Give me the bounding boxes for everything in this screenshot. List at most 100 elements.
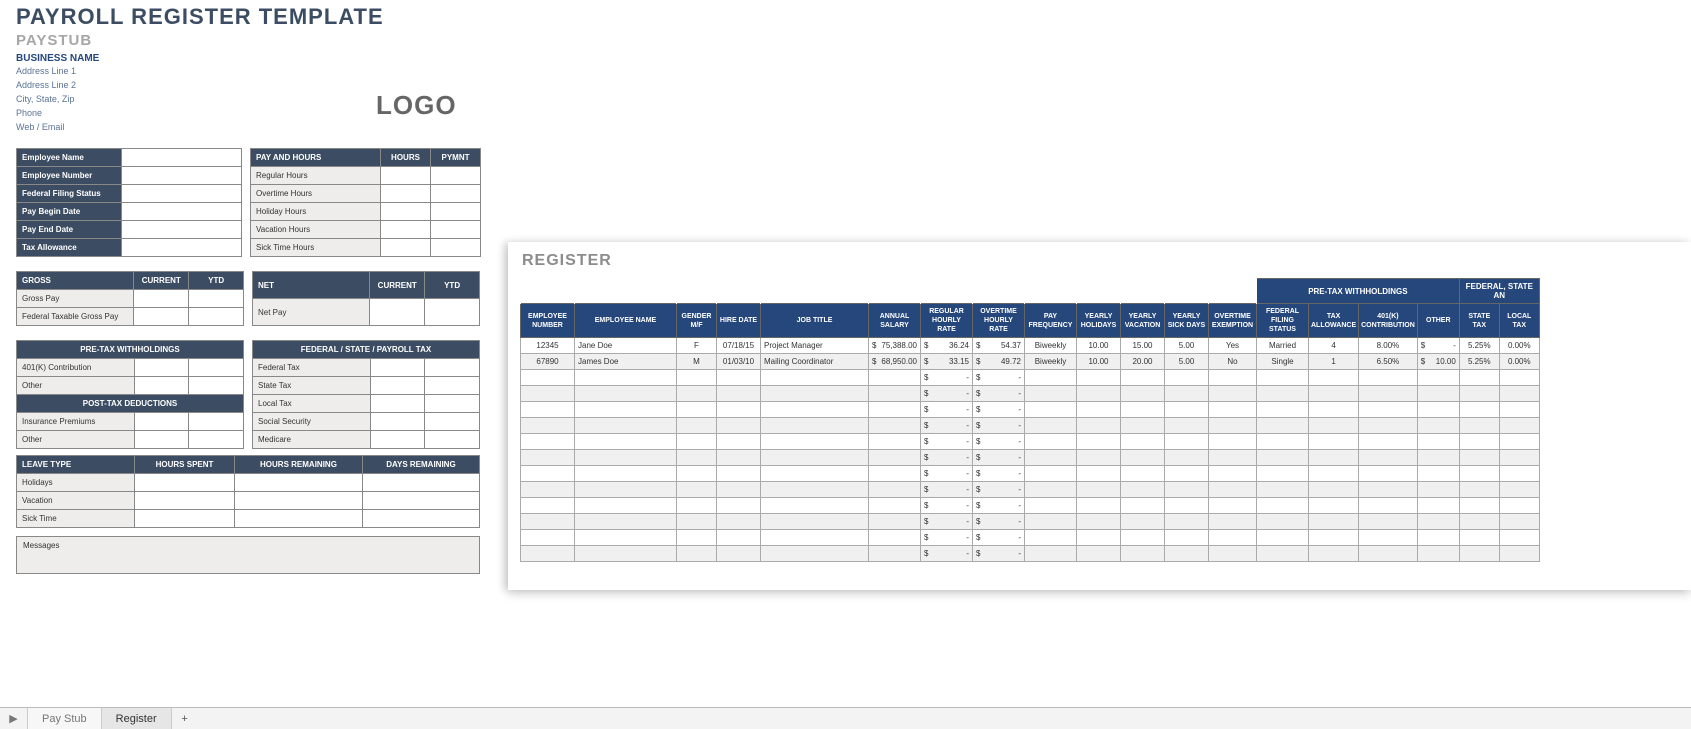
- cell[interactable]: [362, 510, 479, 528]
- info-value[interactable]: [122, 167, 242, 185]
- cell[interactable]: [189, 359, 244, 377]
- pretax-header: PRE-TAX WITHHOLDINGS: [17, 341, 244, 359]
- pay-hours-header: PYMNT: [431, 149, 481, 167]
- register-col-header: YEARLY HOLIDAYS: [1077, 304, 1121, 338]
- register-row[interactable]: $-$-: [521, 514, 1540, 530]
- leave-row: Holidays: [17, 474, 135, 492]
- tab-paystub[interactable]: Pay Stub: [28, 708, 102, 729]
- cell[interactable]: [381, 167, 431, 185]
- net-table: NET CURRENT YTD Net Pay: [252, 271, 480, 326]
- cell[interactable]: [189, 377, 244, 395]
- info-value[interactable]: [122, 185, 242, 203]
- gross-row: Gross Pay: [17, 290, 134, 308]
- cell[interactable]: [189, 290, 244, 308]
- register-col-header: YEARLY SICK DAYS: [1165, 304, 1209, 338]
- cell[interactable]: [381, 221, 431, 239]
- cell[interactable]: [362, 492, 479, 510]
- fedtax-row: State Tax: [253, 377, 371, 395]
- cell[interactable]: [189, 413, 244, 431]
- cell[interactable]: [370, 299, 425, 326]
- cell[interactable]: [381, 203, 431, 221]
- cell[interactable]: [370, 377, 425, 395]
- sheet-tabs: ▶ Pay Stub Register +: [0, 707, 1691, 729]
- net-header: NET: [253, 272, 370, 299]
- info-value[interactable]: [122, 221, 242, 239]
- cell[interactable]: [135, 474, 235, 492]
- gross-row: Federal Taxable Gross Pay: [17, 308, 134, 326]
- info-value[interactable]: [122, 239, 242, 257]
- fedtax-row: Medicare: [253, 431, 371, 449]
- info-value[interactable]: [122, 203, 242, 221]
- cell[interactable]: [431, 167, 481, 185]
- cell[interactable]: [134, 377, 189, 395]
- register-col-header: OTHER: [1417, 304, 1459, 338]
- register-row[interactable]: $-$-: [521, 546, 1540, 562]
- cell[interactable]: [235, 510, 363, 528]
- cell[interactable]: [135, 510, 235, 528]
- add-sheet-button[interactable]: +: [172, 708, 198, 729]
- cell[interactable]: [381, 185, 431, 203]
- cell[interactable]: [431, 239, 481, 257]
- pay-hours-row: Overtime Hours: [251, 185, 381, 203]
- pay-hours-row: Vacation Hours: [251, 221, 381, 239]
- pretax-table: PRE-TAX WITHHOLDINGS 401(K) Contribution…: [16, 340, 244, 449]
- cell[interactable]: [381, 239, 431, 257]
- pay-hours-row: Holiday Hours: [251, 203, 381, 221]
- register-row[interactable]: $-$-: [521, 466, 1540, 482]
- fedtax-table: FEDERAL / STATE / PAYROLL TAX Federal Ta…: [252, 340, 480, 449]
- register-row[interactable]: $-$-: [521, 402, 1540, 418]
- cell[interactable]: [370, 359, 425, 377]
- net-header: YTD: [425, 272, 480, 299]
- register-col-header: TAX ALLOWANCE: [1309, 304, 1359, 338]
- register-row[interactable]: $-$-: [521, 450, 1540, 466]
- register-col-header: 401(K) CONTRIBUTION: [1359, 304, 1418, 338]
- cell[interactable]: [431, 221, 481, 239]
- register-panel: REGISTER PRE-TAX WITHHOLDINGSFEDERAL, ST…: [508, 242, 1691, 590]
- cell[interactable]: [425, 413, 480, 431]
- info-label: Employee Number: [17, 167, 122, 185]
- cell[interactable]: [425, 395, 480, 413]
- register-row[interactable]: $-$-: [521, 370, 1540, 386]
- register-col-header: PAY FREQUENCY: [1025, 304, 1077, 338]
- cell[interactable]: [431, 185, 481, 203]
- cell[interactable]: [189, 308, 244, 326]
- cell[interactable]: [370, 431, 425, 449]
- cell[interactable]: [235, 474, 363, 492]
- cell[interactable]: [370, 395, 425, 413]
- gross-header: CURRENT: [134, 272, 189, 290]
- register-row[interactable]: $-$-: [521, 418, 1540, 434]
- pretax-row: 401(K) Contribution: [17, 359, 135, 377]
- register-row[interactable]: 12345Jane DoeF07/18/15Project Manager$75…: [521, 338, 1540, 354]
- cell[interactable]: [235, 492, 363, 510]
- cell[interactable]: [135, 492, 235, 510]
- cell[interactable]: [134, 359, 189, 377]
- addr-line: Address Line 1: [16, 64, 490, 78]
- info-value[interactable]: [122, 149, 242, 167]
- cell[interactable]: [134, 431, 189, 449]
- cell[interactable]: [425, 359, 480, 377]
- register-row[interactable]: $-$-: [521, 498, 1540, 514]
- register-row[interactable]: 67890James DoeM01/03/10Mailing Coordinat…: [521, 354, 1540, 370]
- cell[interactable]: [134, 290, 189, 308]
- tab-register[interactable]: Register: [102, 708, 172, 729]
- register-row[interactable]: $-$-: [521, 434, 1540, 450]
- messages-box[interactable]: Messages: [16, 536, 480, 574]
- register-col-header: LOCAL TAX: [1499, 304, 1539, 338]
- sheet-nav-icon[interactable]: ▶: [0, 708, 28, 729]
- cell[interactable]: [425, 431, 480, 449]
- cell[interactable]: [370, 413, 425, 431]
- cell[interactable]: [362, 474, 479, 492]
- gross-header: GROSS: [17, 272, 134, 290]
- info-label: Employee Name: [17, 149, 122, 167]
- cell[interactable]: [134, 308, 189, 326]
- cell[interactable]: [134, 413, 189, 431]
- register-row[interactable]: $-$-: [521, 482, 1540, 498]
- paystub-panel: PAYROLL REGISTER TEMPLATE PAYSTUB BUSINE…: [16, 4, 490, 574]
- cell[interactable]: [431, 203, 481, 221]
- register-row[interactable]: $-$-: [521, 530, 1540, 546]
- cell[interactable]: [189, 431, 244, 449]
- register-row[interactable]: $-$-: [521, 386, 1540, 402]
- register-col-header: STATE TAX: [1459, 304, 1499, 338]
- cell[interactable]: [425, 377, 480, 395]
- cell[interactable]: [425, 299, 480, 326]
